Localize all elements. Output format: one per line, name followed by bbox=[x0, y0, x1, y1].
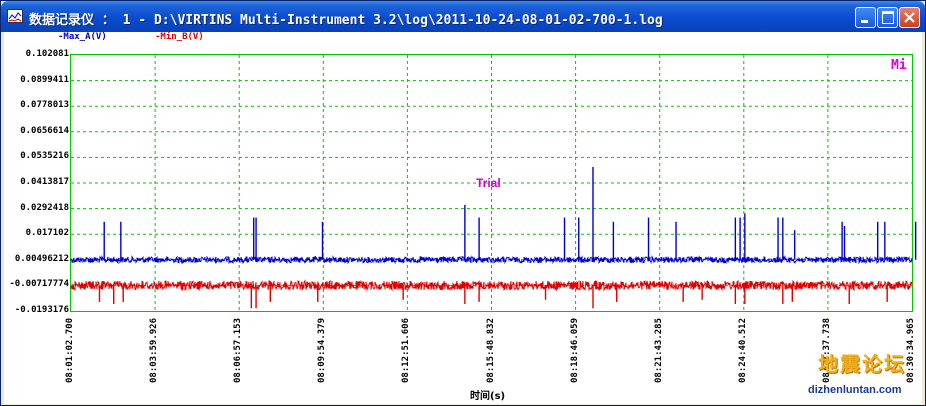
close-icon bbox=[904, 12, 915, 23]
title-bar[interactable]: 数据记录仪 ： 1 - D:\VIRTINS Multi-Instrument … bbox=[1, 1, 925, 32]
legend-series-a: -Max_A(V) bbox=[58, 32, 107, 42]
trial-overlay: Trial bbox=[476, 176, 501, 190]
y-tick-label: 0.0656614 bbox=[20, 125, 69, 136]
mi-overlay: Mi bbox=[891, 58, 907, 73]
maximize-button[interactable] bbox=[877, 7, 898, 28]
x-tick-label: 08:06:57.153 bbox=[233, 317, 244, 383]
plot-canvas bbox=[70, 55, 917, 311]
series-a-line bbox=[70, 254, 913, 265]
y-tick-label: -0.0193176 bbox=[14, 305, 69, 315]
y-tick-label: -0.00717774 bbox=[9, 279, 69, 290]
close-button[interactable] bbox=[899, 7, 920, 28]
watermark-logo: 地震论坛 dizhenluntan.com bbox=[808, 348, 923, 404]
y-tick-label: 0.00496212 bbox=[14, 253, 69, 264]
y-tick-label: 0.102081 bbox=[25, 49, 69, 59]
y-tick-label: 0.0778013 bbox=[20, 100, 69, 111]
chart-area[interactable]: -Max_A(V) -Min_B(V) 0.102081 0.0899411 0.0… bbox=[4, 32, 922, 404]
watermark-url: dizhenluntan.com bbox=[808, 384, 902, 396]
x-tick-label: 08:24:40.512 bbox=[737, 317, 748, 383]
y-tick-label: 0.0292418 bbox=[20, 202, 69, 213]
minimize-button[interactable] bbox=[855, 7, 876, 28]
x-tick-label: 08:12:51.606 bbox=[401, 317, 412, 383]
legend-series-b: -Min_B(V) bbox=[155, 32, 204, 42]
x-tick-label: 08:15:48.832 bbox=[485, 317, 496, 383]
y-tick-label: 0.0899411 bbox=[20, 74, 69, 85]
x-tick-label: 08:18:46.059 bbox=[569, 317, 580, 383]
x-tick-label: 08:21:43.285 bbox=[653, 317, 664, 383]
y-tick-label: 0.0535216 bbox=[20, 151, 69, 162]
x-axis-label: 时间(s) bbox=[470, 391, 506, 402]
chart-window-icon[interactable] bbox=[7, 9, 23, 23]
window-title: 数据记录仪 ： 1 - D:\VIRTINS Multi-Instrument … bbox=[29, 13, 663, 28]
x-tick-label: 08:03:59.926 bbox=[149, 317, 160, 383]
series-b-line bbox=[70, 279, 913, 292]
x-tick-label: 08:09:54.379 bbox=[317, 317, 328, 383]
y-tick-label: 0.017102 bbox=[25, 228, 69, 239]
watermark-text: 地震论坛 bbox=[818, 352, 906, 376]
x-tick-label: 08:01:02.700 bbox=[65, 317, 75, 383]
y-tick-label: 0.0413817 bbox=[20, 177, 69, 187]
